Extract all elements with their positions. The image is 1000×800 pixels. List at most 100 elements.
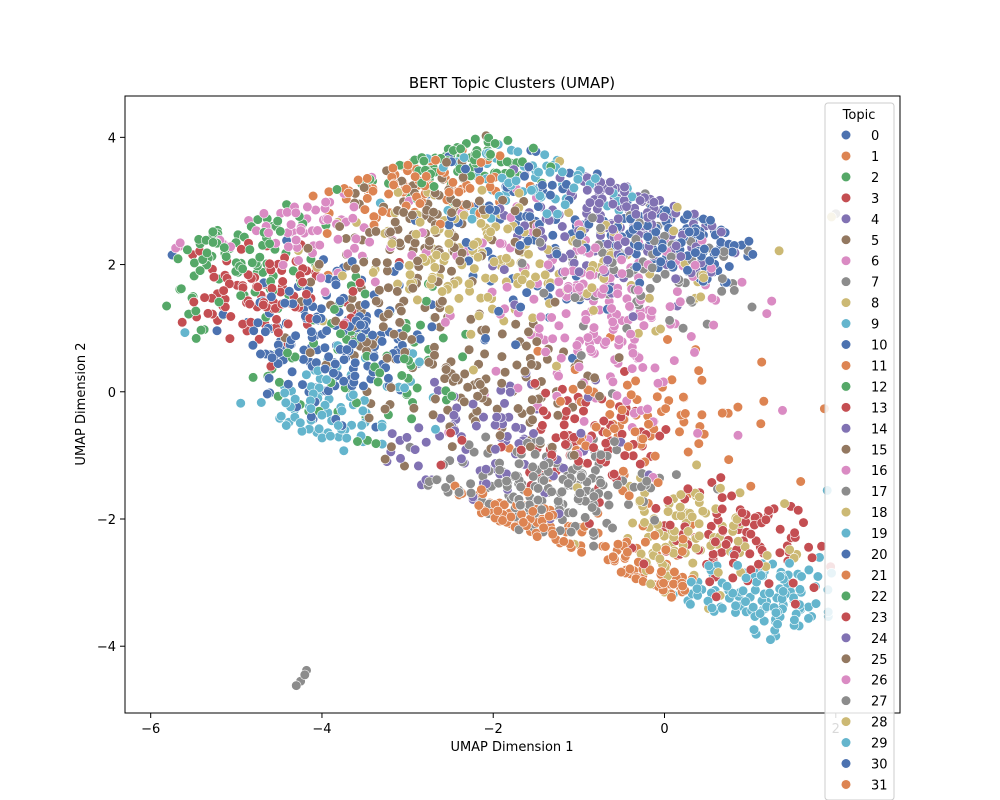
scatter-point-topic-13 (662, 495, 673, 506)
scatter-point-topic-3 (301, 289, 312, 300)
scatter-point-topic-23 (588, 442, 599, 453)
scatter-point-topic-20 (519, 171, 530, 182)
scatter-point-topic-9 (803, 613, 814, 624)
scatter-point-topic-7 (556, 486, 568, 497)
scatter-point-topic-22 (248, 372, 259, 383)
legend-label: 26 (871, 674, 888, 689)
y-tick-label: −2 (97, 513, 116, 528)
scatter-point-topic-7 (454, 487, 465, 498)
scatter-point-topic-22 (438, 332, 449, 344)
legend-marker (840, 255, 852, 266)
scatter-point-topic-5 (511, 359, 523, 371)
scatter-point-topic-2 (221, 251, 232, 262)
scatter-point-topic-4 (593, 184, 604, 195)
scatter-point-topic-27 (677, 323, 689, 334)
scatter-point-topic-20 (537, 180, 548, 191)
scatter-point-topic-9 (740, 596, 751, 607)
scatter-point-topic-10 (341, 344, 353, 355)
scatter-point-topic-2 (172, 253, 184, 264)
scatter-point-topic-8 (472, 252, 484, 263)
scatter-point-topic-19 (305, 403, 317, 414)
scatter-point-topic-28 (513, 188, 525, 199)
scatter-point-topic-14 (478, 412, 489, 423)
scatter-point-topic-9 (794, 584, 806, 595)
scatter-point-topic-31 (666, 374, 678, 385)
scatter-point-topic-15 (358, 256, 369, 268)
scatter-point-topic-7 (538, 475, 550, 486)
legend-label: 24 (871, 632, 888, 647)
scatter-point-topic-8 (444, 304, 455, 315)
scatter-point-topic-13 (706, 477, 717, 488)
scatter-point-topic-28 (588, 305, 599, 316)
scatter-point-topic-13 (774, 547, 786, 558)
scatter-point-topic-16 (616, 268, 628, 279)
scatter-point-topic-13 (806, 552, 818, 563)
scatter-point-topic-12 (490, 138, 501, 149)
scatter-point-topic-19 (336, 405, 348, 416)
scatter-point-topic-8 (502, 223, 513, 234)
scatter-point-topic-2 (244, 244, 255, 255)
scatter-point-topic-24 (605, 177, 616, 188)
legend-marker (840, 129, 852, 141)
scatter-point-topic-20 (523, 161, 534, 172)
scatter-point-topic-8 (368, 267, 379, 278)
scatter-point-topic-31 (758, 396, 769, 407)
scatter-point-topic-13 (720, 539, 732, 550)
scatter-point-topic-7 (440, 482, 451, 493)
scatter-point-topic-31 (693, 365, 704, 376)
scatter-point-topic-7 (510, 470, 521, 481)
scatter-point-topic-10 (319, 342, 331, 353)
scatter-point-topic-30 (266, 291, 277, 302)
scatter-point-topic-5 (495, 430, 506, 441)
scatter-point-topic-23 (600, 438, 611, 449)
scatter-point-topic-19 (296, 426, 308, 437)
scatter-point-topic-30 (330, 279, 342, 290)
scatter-point-topic-21 (677, 546, 688, 557)
scatter-point-topic-16 (578, 416, 590, 427)
scatter-point-topic-12 (505, 168, 516, 179)
scatter-point-topic-18 (762, 550, 773, 561)
scatter-point-topic-18 (713, 567, 724, 578)
scatter-point-topic-13 (745, 528, 756, 540)
scatter-point-topic-2 (191, 333, 202, 344)
scatter-point-topic-25 (408, 403, 420, 414)
scatter-point-topic-24 (594, 198, 605, 209)
scatter-point-topic-4 (648, 197, 660, 208)
scatter-point-topic-9 (685, 599, 696, 610)
scatter-point-topic-27 (729, 285, 740, 296)
legend-marker (840, 506, 852, 518)
legend-label: 0 (871, 129, 879, 144)
scatter-point-topic-9 (740, 572, 752, 584)
scatter-point-topic-15 (428, 207, 439, 218)
scatter-point-topic-24 (621, 201, 632, 212)
scatter-point-topic-17 (515, 500, 526, 511)
scatter-point-topic-1 (343, 187, 354, 199)
scatter-point-topic-9 (770, 607, 782, 618)
legend-marker (840, 360, 852, 371)
scatter-point-topic-5 (589, 372, 600, 383)
scatter-point-topic-15 (451, 197, 462, 209)
scatter-point-topic-6 (612, 288, 623, 299)
scatter-point-topic-5 (496, 378, 507, 389)
scatter-point-topic-11 (497, 515, 508, 526)
scatter-point-topic-27 (647, 262, 658, 273)
scatter-point-topic-19 (321, 374, 332, 385)
scatter-point-topic-15 (382, 257, 393, 268)
legend-marker (840, 716, 852, 727)
scatter-point-topic-1 (421, 171, 432, 182)
scatter-point-topic-0 (743, 236, 755, 247)
scatter-point-topic-2 (254, 252, 265, 263)
y-tick-label: 2 (108, 259, 116, 274)
scatter-point-topic-2 (275, 226, 286, 237)
scatter-point-topic-12 (485, 149, 496, 160)
scatter-point-topic-6 (624, 301, 635, 312)
scatter-point-topic-2 (196, 325, 207, 336)
scatter-point-topic-25 (430, 312, 441, 323)
scatter-point-topic-28 (644, 293, 655, 304)
scatter-point-topic-29 (544, 167, 556, 178)
scatter-point-topic-30 (260, 326, 271, 337)
legend-label: 28 (871, 716, 888, 731)
scatter-point-topic-23 (559, 419, 570, 430)
scatter-point-topic-19 (325, 431, 336, 442)
legend-marker (840, 318, 852, 329)
